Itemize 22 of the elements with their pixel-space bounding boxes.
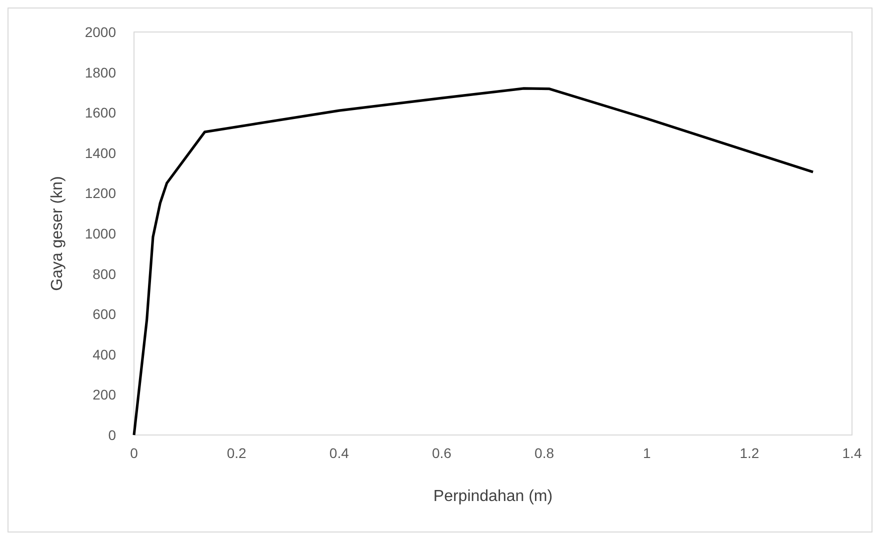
- y-tick-label: 1400: [84, 144, 116, 161]
- x-tick-label: 1: [642, 445, 651, 461]
- y-tick-label: 1600: [84, 104, 116, 121]
- y-tick-label: 0: [108, 427, 116, 443]
- x-tick-label: 1.2: [740, 445, 760, 461]
- y-tick-label: 200: [92, 386, 116, 403]
- x-tick-label: 1.4: [842, 445, 862, 461]
- x-axis-title: Perpindahan (m): [433, 488, 553, 505]
- y-axis-title: Gaya geser (kn): [49, 176, 66, 291]
- x-tick-label: 0.2: [226, 445, 247, 461]
- y-tick-label: 600: [92, 306, 116, 322]
- x-tick-label: 0: [130, 445, 138, 461]
- y-tick-label: 2000: [84, 24, 116, 40]
- x-tick-label: 0.8: [534, 445, 554, 461]
- y-tick-label: 1800: [84, 64, 116, 80]
- x-tick-label: 0.6: [432, 445, 452, 461]
- y-tick-label: 1000: [84, 226, 116, 242]
- y-tick-label: 400: [92, 346, 116, 362]
- y-tick-label: 1200: [84, 185, 116, 202]
- x-tick-label: 0.4: [329, 445, 350, 461]
- y-tick-label: 800: [92, 266, 116, 282]
- line-series: [132, 87, 814, 436]
